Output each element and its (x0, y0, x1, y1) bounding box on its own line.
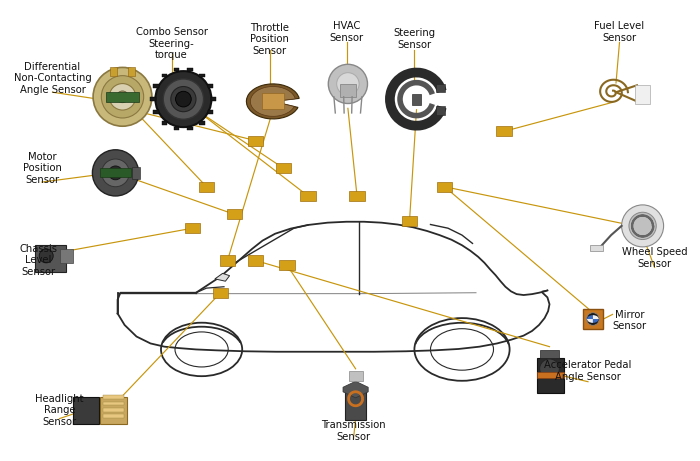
Ellipse shape (328, 64, 368, 104)
Bar (101, 168, 130, 177)
Bar (199, 74, 205, 77)
Wedge shape (593, 315, 598, 319)
Bar (436, 106, 445, 114)
Bar (300, 191, 316, 201)
Bar (132, 167, 140, 179)
Text: Wheel Speed
Sensor: Wheel Speed Sensor (622, 248, 687, 269)
Bar (199, 121, 205, 124)
Bar (402, 216, 417, 226)
Bar (248, 136, 263, 146)
Ellipse shape (109, 83, 136, 110)
Ellipse shape (540, 359, 559, 378)
Bar (100, 397, 127, 424)
Ellipse shape (587, 313, 599, 325)
Text: Transmission
Sensor: Transmission Sensor (321, 420, 386, 442)
Text: HVAC
Sensor: HVAC Sensor (330, 22, 363, 43)
Ellipse shape (629, 212, 657, 240)
Ellipse shape (155, 71, 211, 127)
Text: Throttle
Position
Sensor: Throttle Position Sensor (250, 23, 289, 56)
Bar (436, 84, 445, 92)
Bar (276, 163, 291, 173)
Text: Fuel Level
Sensor: Fuel Level Sensor (594, 22, 645, 43)
Ellipse shape (268, 97, 278, 106)
Bar (345, 387, 366, 420)
Bar (153, 84, 159, 88)
Bar (208, 84, 213, 88)
Bar (590, 245, 603, 251)
Bar (537, 358, 564, 393)
Bar (74, 397, 99, 424)
Bar (262, 94, 284, 109)
Bar (211, 97, 216, 101)
Text: Headlight
Range
Sensor: Headlight Range Sensor (35, 394, 84, 427)
Bar (103, 414, 124, 418)
Text: Differential
Non-Contacting
Angle Sensor: Differential Non-Contacting Angle Sensor (13, 62, 92, 95)
Bar (103, 395, 124, 399)
Ellipse shape (39, 249, 53, 263)
Bar (349, 371, 363, 381)
Text: Combo Sensor
Steering-
torque: Combo Sensor Steering- torque (136, 27, 207, 60)
Bar (437, 182, 452, 192)
Bar (340, 84, 356, 97)
Bar (174, 68, 179, 71)
Bar (174, 127, 179, 130)
Text: Accelerator Pedal
Angle Sensor: Accelerator Pedal Angle Sensor (545, 361, 631, 382)
Ellipse shape (163, 79, 204, 119)
Polygon shape (215, 273, 230, 281)
Ellipse shape (108, 166, 122, 180)
Bar (220, 255, 235, 266)
Bar (279, 260, 295, 270)
Wedge shape (587, 319, 593, 323)
Bar (208, 110, 213, 114)
Text: Chassis
Level
Sensor: Chassis Level Sensor (20, 244, 57, 277)
Ellipse shape (622, 205, 664, 247)
Text: Mirror
Sensor: Mirror Sensor (612, 310, 647, 331)
Ellipse shape (102, 76, 144, 118)
Bar (199, 182, 214, 192)
Bar (635, 85, 650, 104)
Ellipse shape (171, 87, 196, 112)
Bar (248, 255, 263, 266)
Bar (60, 249, 73, 263)
Bar (412, 94, 421, 105)
Bar (227, 209, 242, 219)
Wedge shape (593, 319, 598, 323)
Bar (213, 288, 228, 298)
Ellipse shape (176, 91, 191, 107)
Bar (188, 68, 193, 71)
Text: Steering
Sensor: Steering Sensor (393, 29, 435, 50)
Bar (106, 92, 139, 102)
Bar (537, 372, 564, 378)
Ellipse shape (92, 150, 139, 196)
Bar (103, 402, 124, 405)
Bar (150, 97, 156, 101)
Wedge shape (246, 84, 299, 119)
Ellipse shape (117, 91, 128, 103)
Bar (103, 408, 124, 412)
Ellipse shape (93, 67, 152, 126)
Bar (162, 121, 167, 124)
Bar (349, 191, 365, 201)
Bar (162, 74, 167, 77)
Bar (128, 67, 135, 76)
Ellipse shape (337, 73, 359, 95)
Bar (153, 110, 159, 114)
Bar (35, 245, 66, 272)
Bar (583, 309, 603, 329)
Bar (110, 67, 117, 76)
Bar (540, 350, 559, 358)
Text: Motor
Position
Sensor: Motor Position Sensor (22, 152, 62, 185)
Bar (185, 223, 200, 233)
Wedge shape (251, 87, 295, 116)
Wedge shape (587, 315, 593, 319)
Polygon shape (343, 381, 368, 398)
Bar (188, 127, 193, 130)
Ellipse shape (102, 159, 130, 187)
Bar (496, 126, 512, 136)
